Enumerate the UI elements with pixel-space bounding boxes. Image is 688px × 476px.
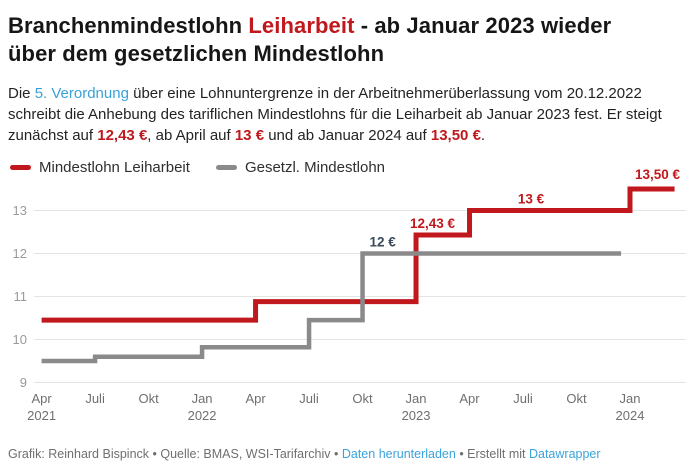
- footer-credits: Grafik: Reinhard Bispinck • Quelle: BMAS…: [8, 447, 680, 462]
- x-axis-tick-label: Okt: [352, 391, 373, 406]
- y-axis-tick-label: 9: [20, 375, 27, 390]
- chart-area: Mindestlohn Leiharbeit Gesetzl. Mindestl…: [8, 159, 686, 425]
- footer-credit-text: • Erstellt mit: [455, 446, 529, 461]
- y-axis-tick-label: 11: [14, 289, 28, 304]
- value-1243: 12,43 €: [97, 126, 148, 144]
- y-axis-tick-label: 12: [13, 246, 27, 261]
- description-text: und ab Januar 2024 auf: [264, 126, 431, 144]
- download-data-link[interactable]: Daten herunterladen: [341, 446, 456, 461]
- value-annotation: 12 €: [370, 234, 397, 249]
- x-axis-tick-label: Jan: [192, 391, 213, 406]
- x-axis-tick-label: Apr: [459, 391, 480, 406]
- value-annotation: 12,43 €: [410, 216, 456, 231]
- x-axis-tick-label: Juli: [513, 391, 533, 406]
- x-axis-tick-label: Jan: [620, 391, 641, 406]
- footer-credit-text: Grafik: Reinhard Bispinck • Quelle: BMAS…: [8, 446, 342, 461]
- description-text: Die: [8, 84, 35, 102]
- value-annotation: 13,50 €: [635, 167, 681, 182]
- series-line-gesetzlich: [41, 251, 622, 364]
- y-axis-tick-label: 10: [13, 332, 27, 347]
- x-axis-year-label: 2023: [402, 408, 431, 423]
- x-axis-year-label: 2024: [616, 408, 645, 423]
- x-axis-year-label: 2022: [188, 408, 217, 423]
- chart-description: Die 5. Verordnung über eine Lohnuntergre…: [8, 83, 680, 146]
- title-text: Branchenmindestlohn: [8, 13, 249, 38]
- description-text: über eine Lohnuntergrenze in der Arbeitn…: [8, 84, 662, 144]
- legend-label-leiharbeit: Mindestlohn Leiharbeit: [39, 158, 190, 176]
- datawrapper-link[interactable]: Datawrapper: [528, 446, 601, 461]
- legend: Mindestlohn Leiharbeit Gesetzl. Mindestl…: [10, 159, 385, 176]
- x-axis-tick-label: Apr: [31, 391, 52, 406]
- title-text: - ab Januar 2023 wieder über dem gesetzl…: [8, 13, 612, 66]
- verordnung-link[interactable]: 5. Verordnung: [34, 84, 129, 102]
- x-axis-year-label: 2021: [27, 408, 56, 423]
- legend-item-gesetzlich: Gesetzl. Mindestlohn: [215, 158, 386, 176]
- legend-swatch-gray: [215, 164, 237, 170]
- x-axis-tick-label: Okt: [566, 391, 587, 406]
- legend-swatch-red: [10, 164, 31, 170]
- y-axis-tick-label: 13: [13, 203, 27, 218]
- description-text: , ab April auf: [147, 126, 235, 144]
- value-13: 13 €: [234, 126, 265, 144]
- title-highlight: Leiharbeit: [248, 13, 355, 38]
- x-axis-tick-label: Jan: [406, 391, 427, 406]
- x-axis-tick-label: Juli: [299, 391, 319, 406]
- description-text: .: [480, 126, 486, 144]
- value-1350: 13,50 €: [430, 126, 481, 144]
- x-axis-tick-label: Juli: [85, 391, 105, 406]
- page-title: Branchenmindestlohn Leiharbeit - ab Janu…: [8, 12, 653, 68]
- series-line-leiharbeit: [41, 186, 675, 323]
- legend-label-gesetzlich: Gesetzl. Mindestlohn: [244, 158, 386, 176]
- x-axis-tick-label: Okt: [138, 391, 159, 406]
- value-annotation: 13 €: [518, 191, 545, 206]
- x-axis-tick-label: Apr: [245, 391, 266, 406]
- step-line-chart: 9 10 11 12 13 Apr 2021 Juli Okt Jan 2022 Apr Juli Okt…: [13, 167, 686, 423]
- legend-item-leiharbeit: Mindestlohn Leiharbeit: [10, 159, 190, 176]
